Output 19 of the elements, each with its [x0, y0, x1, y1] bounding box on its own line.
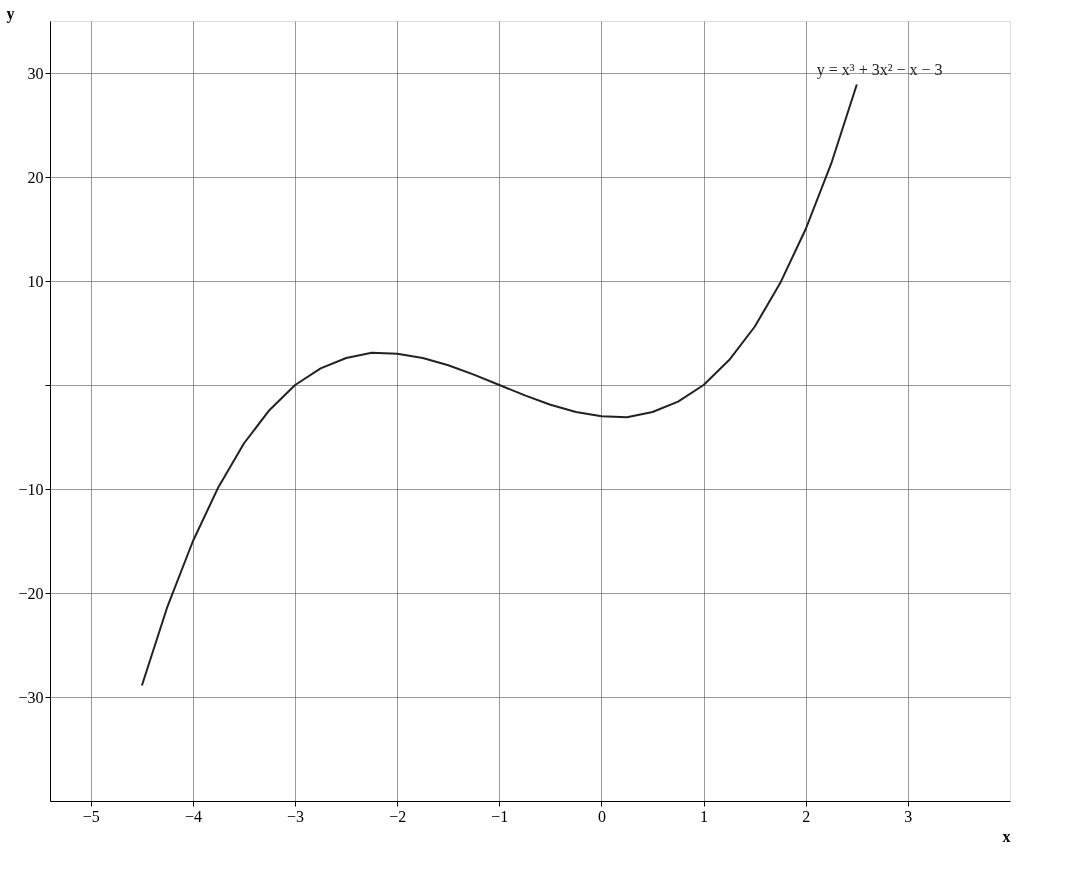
y-tick-label: −30 — [18, 688, 44, 706]
x-tick-label: −5 — [82, 807, 100, 825]
y-tick-label: 20 — [27, 168, 44, 186]
x-tick-label: −3 — [287, 807, 305, 825]
y-tick-label: 10 — [27, 272, 44, 290]
x-tick-label: 2 — [802, 807, 811, 825]
y-tick-label: −20 — [18, 584, 44, 602]
x-axis-title: x — [1002, 827, 1011, 845]
x-tick-label: −4 — [184, 807, 202, 825]
x-tick-label: 1 — [700, 807, 709, 825]
y-axis-title: y — [6, 4, 15, 23]
x-tick-label: −1 — [491, 807, 509, 825]
line-series — [140, 83, 858, 687]
x-tick-label: −2 — [389, 807, 407, 825]
x-tick-label: 0 — [597, 807, 606, 825]
series-label: y = x³ + 3x² − x − 3 — [816, 61, 943, 80]
x-tick-label: 3 — [904, 807, 913, 825]
y-tick-label: −10 — [18, 480, 44, 498]
y-tick-label: 30 — [27, 64, 44, 82]
